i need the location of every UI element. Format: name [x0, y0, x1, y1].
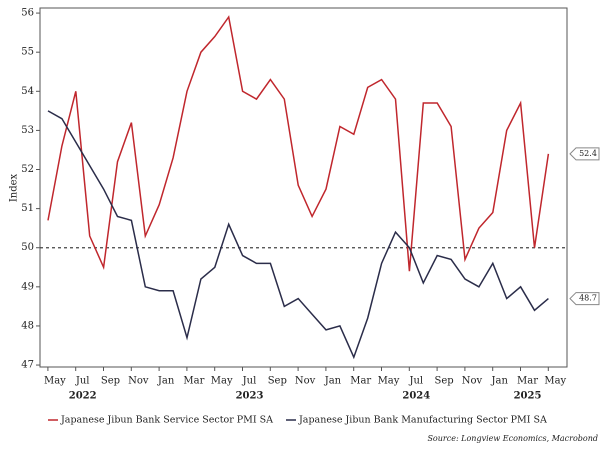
y-tick-label: 55 — [21, 47, 34, 58]
x-tick-label: Sep — [268, 376, 287, 387]
x-tick-label: Jul — [408, 376, 423, 387]
series-line — [47, 15, 550, 272]
x-tick-label: May — [544, 376, 566, 387]
x-year-label: 2024 — [402, 391, 430, 402]
x-tick-label: Nov — [295, 376, 316, 387]
y-tick-label: 47 — [21, 360, 34, 371]
y-axis-label: Index — [9, 173, 20, 202]
x-tick-label: Sep — [435, 376, 454, 387]
x-tick-label: May — [378, 376, 400, 387]
series-line — [47, 110, 549, 360]
x-tick-label: Jan — [157, 376, 175, 387]
y-tick-label: 53 — [21, 125, 34, 136]
x-year-label: 2022 — [69, 391, 97, 402]
x-tick-label: Jan — [490, 376, 508, 387]
x-tick-label: Jul — [75, 376, 90, 387]
x-tick-label: Jul — [242, 376, 257, 387]
x-tick-label: Nov — [128, 376, 149, 387]
x-year-label: 2023 — [236, 391, 264, 402]
y-tick-label: 52 — [21, 164, 34, 175]
end-label: 48.7 — [579, 294, 597, 303]
x-year-label: 2025 — [514, 391, 542, 402]
legend-label: Japanese Jibun Bank Manufacturing Sector… — [298, 415, 547, 426]
y-tick-label: 56 — [21, 8, 34, 19]
x-tick-label: May — [44, 376, 66, 387]
plot-frame — [39, 7, 568, 368]
source: Source: Longview Economics, Macrobond — [427, 434, 598, 443]
end-label-box — [569, 292, 600, 306]
legend-label: Japanese Jibun Bank Service Sector PMI S… — [60, 415, 273, 426]
y-tick-label: 49 — [21, 281, 34, 292]
x-tick-label: Nov — [462, 376, 483, 387]
y-tick-label: 51 — [21, 203, 34, 214]
x-tick-label: May — [211, 376, 233, 387]
end-label: 52.4 — [579, 149, 597, 158]
y-tick-label: 50 — [21, 242, 34, 253]
x-tick-label: Jan — [324, 376, 342, 387]
y-tick-label: 54 — [21, 86, 34, 97]
x-tick-label: Sep — [101, 376, 120, 387]
y-tick-label: 48 — [21, 320, 34, 331]
end-label-box — [569, 147, 600, 161]
x-tick-label: Mar — [350, 376, 371, 387]
x-tick-label: Mar — [183, 376, 204, 387]
x-tick-label: Mar — [517, 376, 538, 387]
